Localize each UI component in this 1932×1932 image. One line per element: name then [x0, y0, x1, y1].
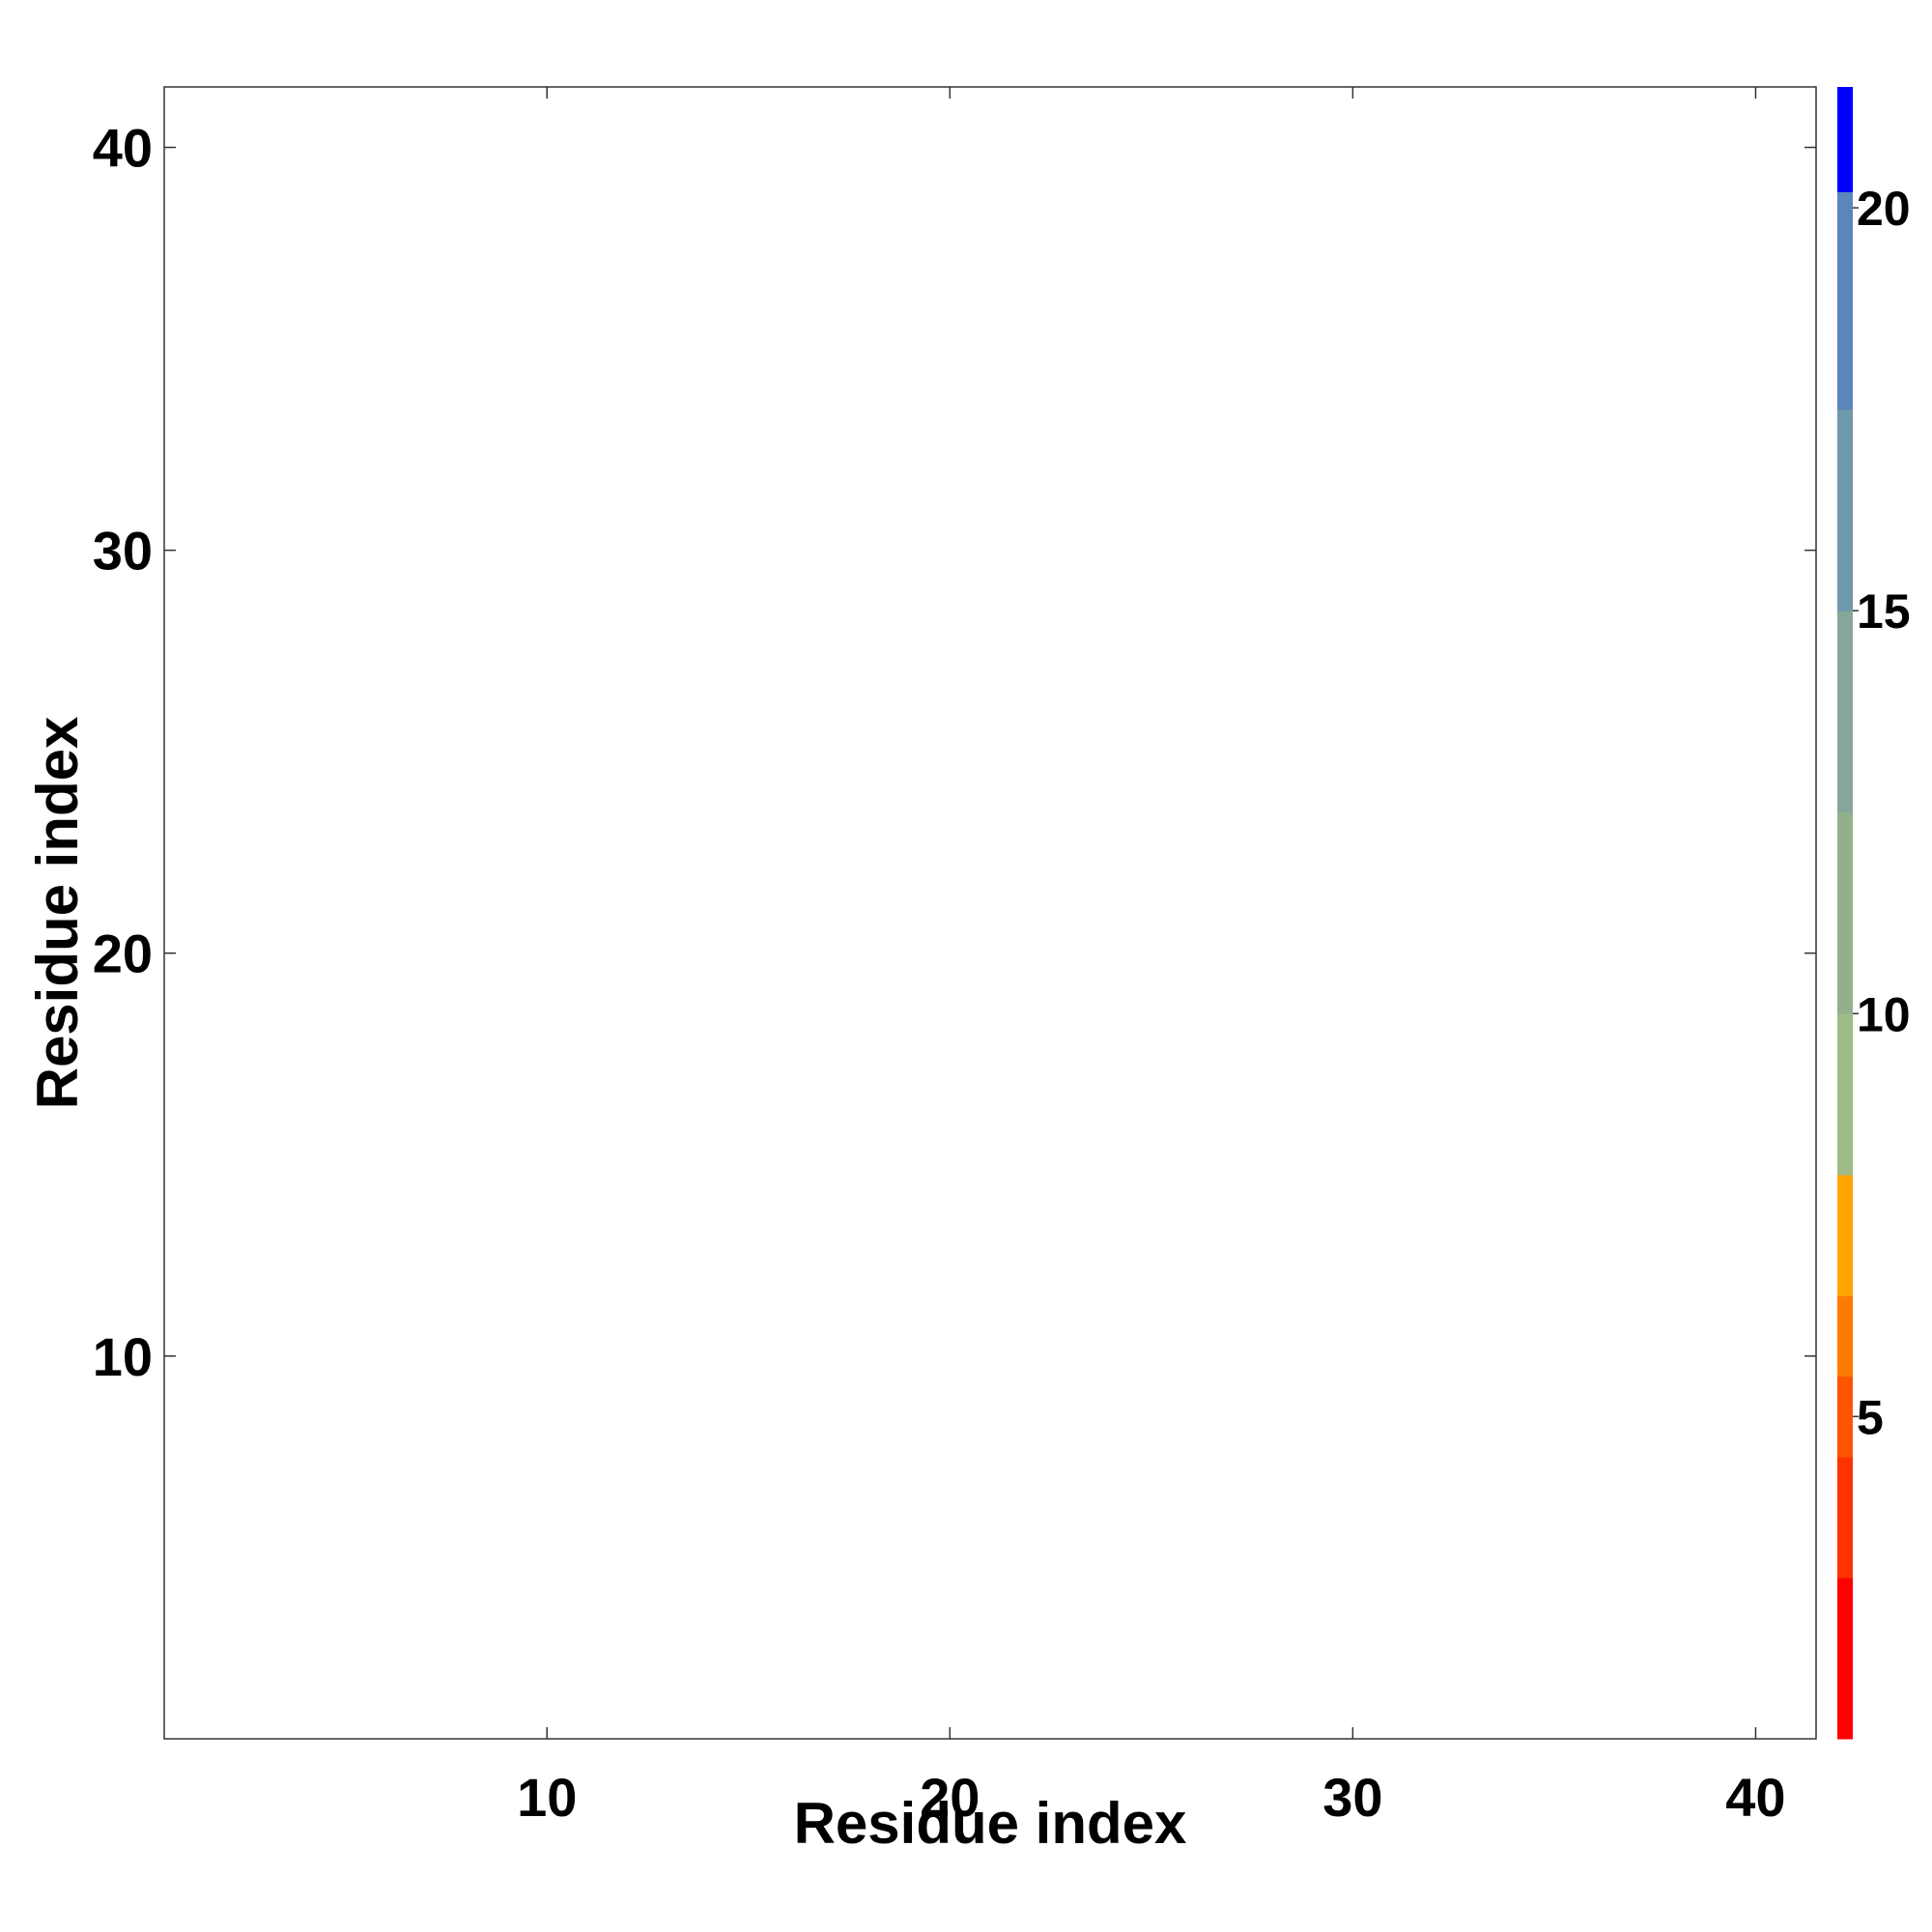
colorbar-tick-label: 10 — [1857, 987, 1911, 1041]
colorbar-tick-label: 20 — [1857, 182, 1911, 236]
x-tick-label: 40 — [1725, 1767, 1785, 1828]
colorbar-tick-label: 5 — [1857, 1390, 1884, 1444]
y-tick-label: 40 — [93, 118, 153, 179]
x-tick-label: 30 — [1322, 1767, 1382, 1828]
x-tick-label: 20 — [920, 1767, 980, 1828]
colorbar-segment — [1837, 87, 1853, 192]
colorbar-segment — [1837, 811, 1853, 1014]
colorbar-segment — [1837, 1577, 1853, 1740]
colorbar-segment — [1837, 1457, 1853, 1578]
x-tick-label: 10 — [517, 1767, 577, 1828]
y-tick-label: 20 — [93, 923, 153, 984]
y-axis-label: Residue index — [25, 717, 90, 1110]
colorbar-tick-label: 15 — [1857, 584, 1911, 639]
plot-frame — [163, 86, 1817, 1740]
colorbar-ticks: 5 10 15 20 — [1853, 182, 1911, 1444]
colorbar-segment — [1837, 611, 1853, 813]
colorbar-segment — [1837, 1175, 1853, 1296]
x-axis-ticks: 10 20 30 40 — [517, 87, 1786, 1828]
colorbar-segment — [1837, 1013, 1853, 1176]
y-axis-ticks: 10 20 30 40 — [93, 118, 1816, 1387]
colorbar — [1837, 87, 1853, 1740]
y-tick-label: 30 — [93, 521, 153, 582]
colorbar-segment — [1837, 191, 1853, 411]
y-tick-label: 10 — [93, 1326, 153, 1387]
colorbar-segment — [1837, 1376, 1853, 1458]
x-axis-label: Residue index — [794, 1791, 1187, 1856]
colorbar-segment — [1837, 409, 1853, 611]
colorbar-segment — [1837, 1295, 1853, 1378]
